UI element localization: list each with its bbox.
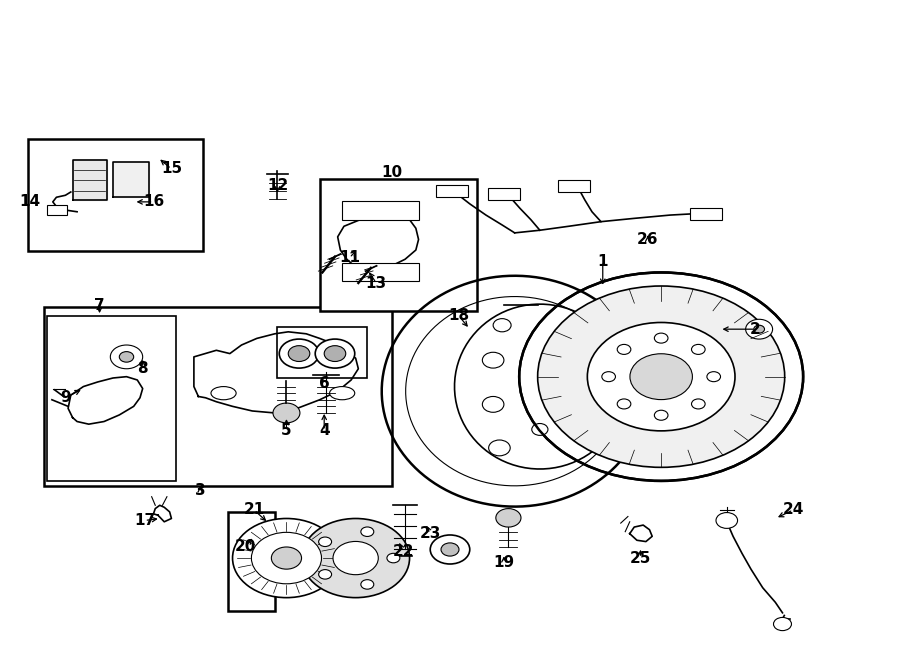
Circle shape [654,333,668,343]
Text: 18: 18 [448,309,470,323]
Text: 7: 7 [94,298,105,313]
Circle shape [302,518,410,598]
Text: 15: 15 [161,161,182,176]
Circle shape [319,570,331,579]
Circle shape [430,535,470,564]
Text: 5: 5 [281,423,292,438]
Circle shape [272,547,302,569]
Polygon shape [73,161,107,200]
Circle shape [617,399,631,409]
Bar [320,178,477,311]
Bar [690,208,723,219]
Circle shape [773,617,791,631]
Circle shape [617,344,631,354]
Circle shape [753,325,764,333]
Circle shape [251,532,321,584]
Text: 9: 9 [60,390,71,405]
Text: 2: 2 [751,322,760,336]
Text: 8: 8 [138,361,148,375]
Bar [48,205,68,215]
Circle shape [288,346,310,362]
Circle shape [482,352,504,368]
Circle shape [324,346,346,362]
Circle shape [602,371,616,381]
Circle shape [333,541,378,574]
Circle shape [482,397,504,412]
Text: 22: 22 [392,544,414,559]
Bar [436,185,468,197]
Circle shape [691,399,705,409]
Bar [277,327,367,378]
Circle shape [519,272,803,481]
Polygon shape [113,163,149,197]
Text: 10: 10 [381,165,402,180]
Bar [228,512,274,611]
Bar [28,139,202,251]
Bar [342,201,418,219]
Circle shape [706,371,721,381]
Circle shape [315,339,355,368]
Text: 4: 4 [319,423,329,438]
Text: 21: 21 [244,502,265,518]
Text: 25: 25 [630,551,652,566]
Circle shape [441,543,459,556]
Text: 12: 12 [266,178,288,193]
Text: 3: 3 [195,483,205,498]
Ellipse shape [211,387,236,400]
Bar [48,316,176,481]
Circle shape [120,352,134,362]
Text: 1: 1 [598,254,608,269]
Circle shape [273,403,300,423]
Circle shape [532,424,548,436]
Text: 13: 13 [365,276,387,290]
Circle shape [493,319,511,332]
Bar [342,262,418,281]
Circle shape [387,553,400,563]
Circle shape [279,339,319,368]
Circle shape [716,512,738,528]
Text: 6: 6 [319,375,329,391]
Circle shape [496,508,521,527]
Bar [488,188,520,200]
Circle shape [361,527,374,537]
Text: 23: 23 [419,526,441,541]
Text: 20: 20 [234,539,256,555]
Circle shape [654,410,668,420]
Circle shape [691,344,705,354]
Bar [558,180,590,192]
Text: 19: 19 [493,555,515,570]
Bar [44,307,392,486]
Circle shape [361,580,374,589]
Text: 14: 14 [20,194,40,210]
Circle shape [745,319,772,339]
Circle shape [232,518,340,598]
Circle shape [489,440,510,456]
Text: 16: 16 [143,194,164,210]
Text: 11: 11 [339,251,360,266]
Circle shape [111,345,143,369]
Circle shape [537,286,785,467]
Text: 24: 24 [783,502,804,518]
Circle shape [319,537,331,547]
Text: 17: 17 [134,513,155,528]
Circle shape [630,354,692,400]
Text: 26: 26 [637,232,659,247]
Ellipse shape [329,387,355,400]
Circle shape [588,323,735,431]
